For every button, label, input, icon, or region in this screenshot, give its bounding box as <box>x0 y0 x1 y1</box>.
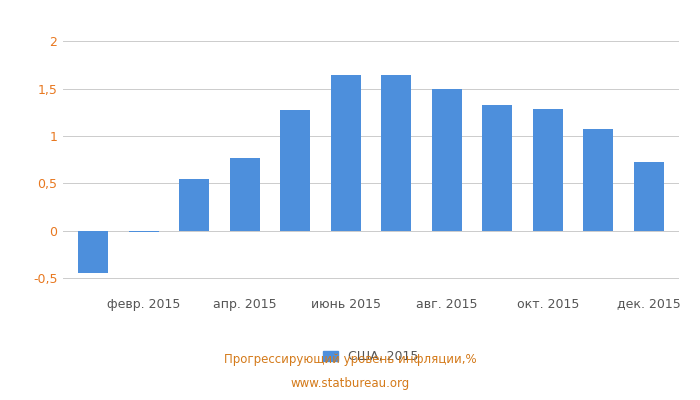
Bar <box>78 230 108 273</box>
Bar <box>280 110 310 230</box>
Legend: США, 2015: США, 2015 <box>318 345 424 368</box>
Text: www.statbureau.org: www.statbureau.org <box>290 378 410 390</box>
Bar <box>634 162 664 230</box>
Bar <box>381 74 412 230</box>
Bar <box>179 178 209 230</box>
Bar <box>230 158 260 230</box>
Bar <box>432 89 462 230</box>
Bar <box>583 129 613 230</box>
Bar <box>482 105 512 230</box>
Bar <box>129 230 159 232</box>
Bar <box>533 108 563 230</box>
Bar <box>330 76 361 230</box>
Text: Прогрессирующий уровень инфляции,%: Прогрессирующий уровень инфляции,% <box>224 354 476 366</box>
